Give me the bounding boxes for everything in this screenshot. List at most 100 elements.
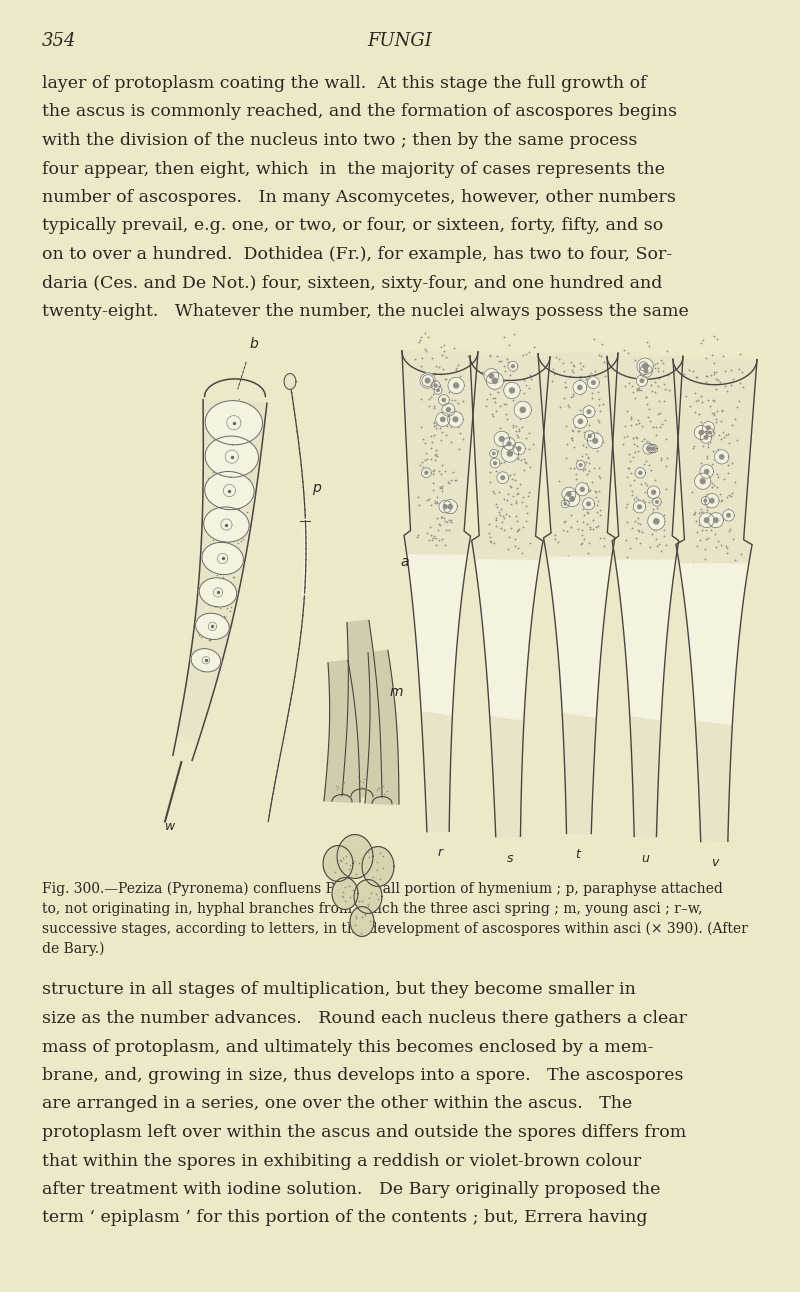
Point — [627, 499, 640, 519]
Point — [510, 506, 522, 527]
Point — [228, 549, 241, 570]
Point — [506, 416, 519, 437]
Point — [343, 855, 356, 876]
Point — [721, 463, 734, 483]
Polygon shape — [323, 845, 353, 881]
Point — [426, 461, 439, 482]
Polygon shape — [508, 362, 518, 371]
Point — [626, 484, 638, 505]
Point — [224, 399, 237, 420]
Polygon shape — [365, 650, 399, 804]
Point — [227, 412, 240, 433]
Point — [564, 457, 577, 478]
Point — [581, 497, 594, 518]
Point — [483, 522, 496, 543]
Point — [234, 393, 246, 413]
Polygon shape — [434, 384, 437, 386]
Point — [662, 364, 674, 385]
Point — [232, 532, 245, 553]
Point — [708, 353, 721, 373]
Point — [498, 451, 510, 472]
Text: s: s — [506, 851, 514, 864]
Point — [730, 397, 743, 417]
Polygon shape — [191, 649, 221, 672]
Point — [197, 578, 210, 598]
Point — [694, 468, 706, 488]
Point — [490, 509, 503, 530]
Polygon shape — [593, 438, 598, 443]
Point — [227, 518, 240, 539]
Point — [702, 437, 715, 457]
Point — [694, 506, 707, 527]
Point — [454, 380, 466, 401]
Point — [409, 349, 422, 370]
Point — [650, 497, 663, 518]
Polygon shape — [566, 492, 571, 496]
Polygon shape — [587, 377, 599, 389]
Point — [646, 381, 658, 402]
Polygon shape — [493, 452, 495, 455]
Point — [502, 505, 515, 526]
Point — [574, 399, 586, 420]
Point — [216, 548, 229, 568]
Polygon shape — [640, 379, 644, 382]
Point — [336, 881, 349, 902]
Point — [726, 415, 738, 435]
Point — [650, 416, 662, 437]
Point — [646, 499, 659, 519]
Point — [560, 415, 573, 435]
Point — [476, 362, 489, 382]
Point — [734, 344, 746, 364]
Point — [578, 475, 590, 496]
Point — [574, 359, 587, 380]
Polygon shape — [615, 561, 676, 720]
Polygon shape — [576, 460, 585, 469]
Polygon shape — [673, 359, 757, 841]
Point — [362, 888, 375, 908]
Point — [211, 610, 224, 630]
Point — [425, 386, 438, 407]
Point — [420, 341, 433, 362]
Point — [498, 394, 510, 415]
Point — [546, 371, 559, 391]
Point — [380, 780, 393, 801]
Point — [720, 425, 733, 446]
Point — [439, 368, 452, 389]
Point — [217, 565, 230, 585]
Point — [234, 505, 246, 526]
Point — [424, 370, 437, 390]
Text: a: a — [400, 554, 409, 568]
Polygon shape — [422, 375, 434, 386]
Point — [442, 521, 455, 541]
Polygon shape — [520, 407, 526, 412]
Point — [593, 465, 606, 486]
Point — [243, 457, 256, 478]
Polygon shape — [502, 444, 518, 463]
Point — [214, 598, 226, 619]
Point — [416, 348, 429, 368]
Point — [713, 425, 726, 446]
Point — [686, 438, 699, 459]
Point — [661, 341, 674, 362]
Point — [629, 350, 642, 371]
Point — [373, 778, 386, 798]
Point — [645, 437, 658, 457]
Point — [576, 519, 589, 540]
Point — [720, 536, 733, 557]
Point — [229, 468, 242, 488]
Point — [512, 482, 525, 503]
Polygon shape — [362, 846, 394, 886]
Point — [434, 477, 446, 497]
Point — [425, 448, 438, 469]
Point — [547, 358, 560, 379]
Point — [632, 412, 645, 433]
Point — [513, 421, 526, 442]
Point — [653, 534, 666, 554]
Point — [232, 477, 245, 497]
Point — [498, 360, 511, 381]
Point — [581, 370, 594, 390]
Point — [638, 492, 651, 513]
Point — [584, 517, 597, 537]
Point — [212, 531, 225, 552]
Point — [197, 587, 210, 607]
